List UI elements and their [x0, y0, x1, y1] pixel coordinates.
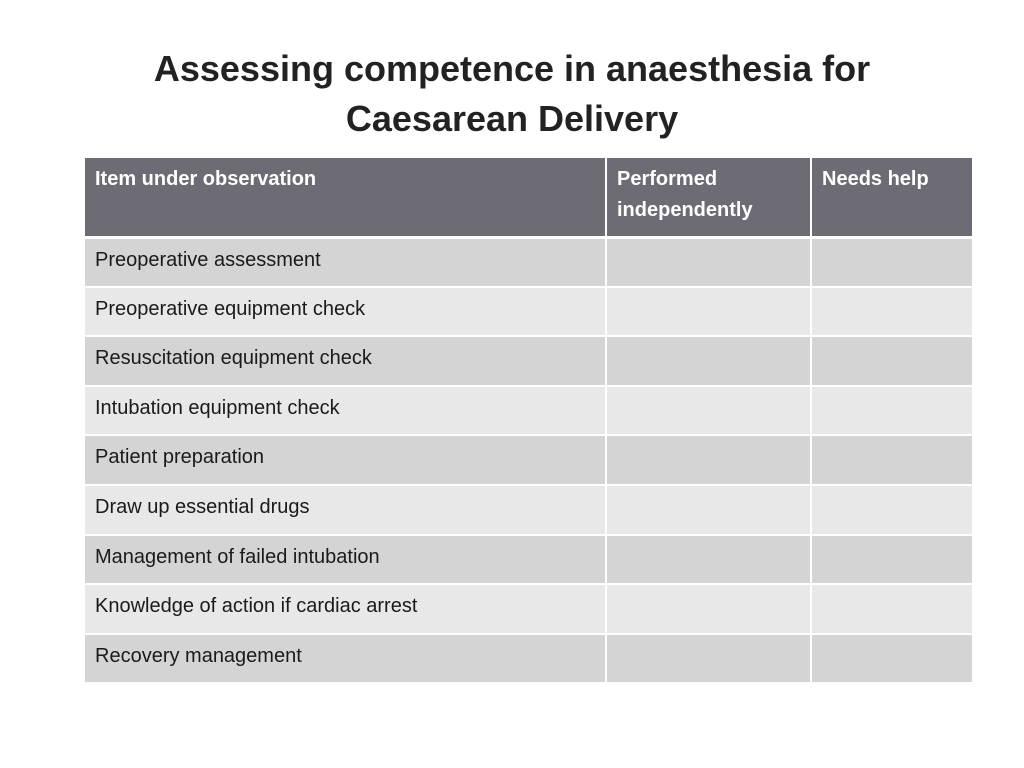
header-performed-independently: Performed independently	[606, 158, 812, 239]
table-row: Preoperative equipment check	[85, 286, 972, 338]
table-row: Draw up essential drugs	[85, 484, 972, 536]
table-row: Recovery management	[85, 633, 972, 685]
table-row: Resuscitation equipment check	[85, 336, 972, 387]
item-cell: Resuscitation equipment check	[85, 336, 607, 387]
item-cell: Recovery management	[85, 633, 607, 685]
needs-help-cell[interactable]	[811, 633, 972, 685]
performed-independently-cell[interactable]	[606, 336, 812, 387]
performed-independently-cell[interactable]	[606, 286, 812, 338]
performed-independently-cell[interactable]	[606, 385, 812, 437]
needs-help-cell[interactable]	[811, 484, 972, 536]
needs-help-cell[interactable]	[811, 336, 972, 387]
needs-help-cell[interactable]	[811, 385, 972, 437]
item-cell: Preoperative assessment	[85, 237, 607, 288]
table-body: Preoperative assessment Preoperative equ…	[85, 237, 972, 685]
performed-independently-cell[interactable]	[606, 584, 812, 635]
slide-title-line-1: Assessing competence in anaesthesia for	[153, 48, 871, 89]
header-needs-help: Needs help	[811, 158, 972, 239]
needs-help-cell[interactable]	[811, 534, 972, 586]
item-cell: Draw up essential drugs	[85, 484, 607, 536]
performed-independently-cell[interactable]	[606, 435, 812, 486]
needs-help-cell[interactable]	[811, 584, 972, 635]
table-row: Patient preparation	[85, 435, 972, 486]
needs-help-cell[interactable]	[811, 435, 972, 486]
header-performed-label-line-2: independently	[617, 199, 753, 221]
performed-independently-cell[interactable]	[606, 484, 812, 536]
header-item-under-observation: Item under observation	[85, 158, 607, 239]
table-row: Management of failed intubation	[85, 534, 972, 586]
item-cell: Patient preparation	[85, 435, 607, 486]
needs-help-cell[interactable]	[811, 237, 972, 288]
item-cell: Intubation equipment check	[85, 385, 607, 437]
performed-independently-cell[interactable]	[606, 534, 812, 586]
slide-title-line-2: Caesarean Delivery	[345, 98, 679, 139]
performed-independently-cell[interactable]	[606, 237, 812, 288]
slide-title: Assessing competence in anaesthesia for …	[0, 44, 1024, 144]
item-cell: Management of failed intubation	[85, 534, 607, 586]
header-item-label: Item under observation	[95, 168, 317, 190]
item-cell: Preoperative equipment check	[85, 286, 607, 338]
table-row: Preoperative assessment	[85, 237, 972, 288]
needs-help-cell[interactable]	[811, 286, 972, 338]
header-performed-label-line-1: Performed	[617, 168, 718, 190]
table-row: Intubation equipment check	[85, 385, 972, 437]
table-row: Knowledge of action if cardiac arrest	[85, 584, 972, 635]
table-header-row: Item under observation Performed indepen…	[85, 158, 972, 239]
competence-checklist-table: Item under observation Performed indepen…	[85, 158, 972, 685]
item-cell: Knowledge of action if cardiac arrest	[85, 584, 607, 635]
header-needs-help-label: Needs help	[822, 168, 929, 190]
performed-independently-cell[interactable]	[606, 633, 812, 685]
